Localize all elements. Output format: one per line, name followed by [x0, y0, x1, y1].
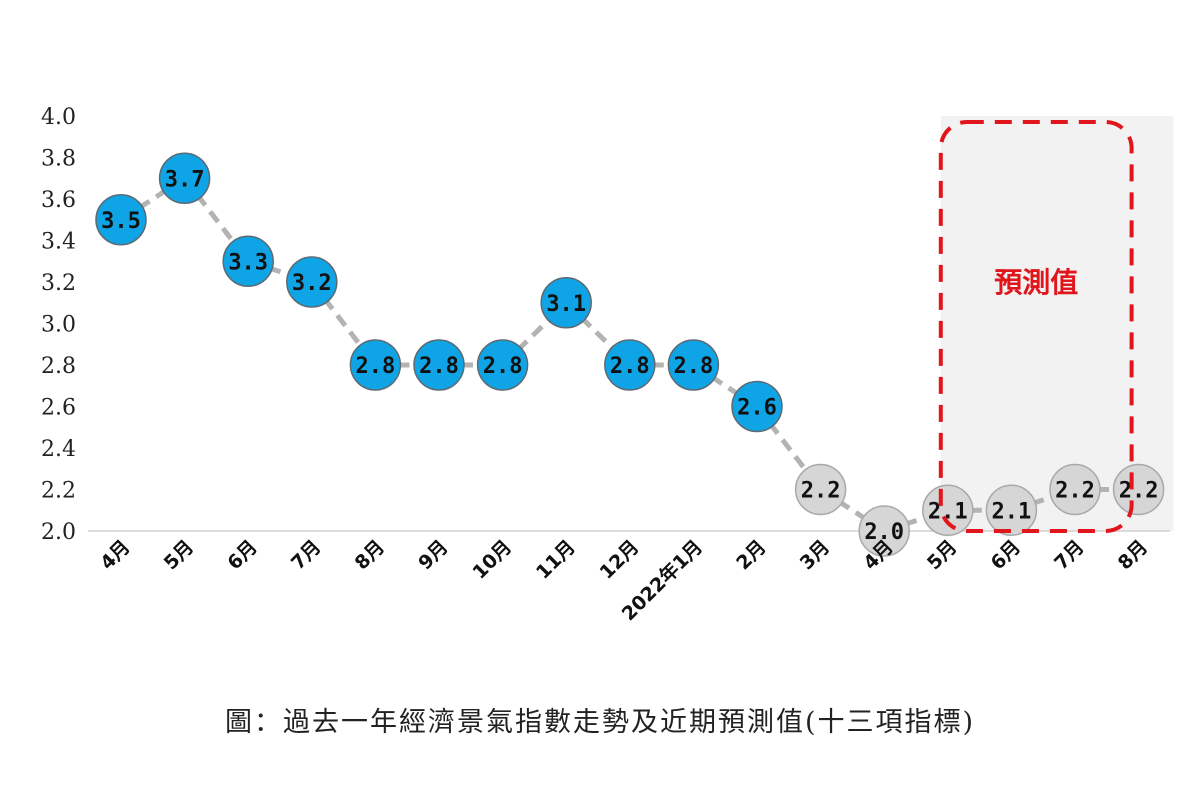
data-label: 2.0: [864, 520, 904, 545]
forecast-label: 預測值: [994, 266, 1078, 299]
data-point: [794, 463, 847, 516]
data-label: 2.1: [992, 499, 1032, 524]
x-tick-label: 3月: [796, 536, 834, 574]
x-tick-label: 6月: [223, 536, 261, 574]
data-point: [1049, 463, 1101, 516]
x-tick-label: 6月: [987, 536, 1025, 574]
y-tick-label: 3.4: [41, 230, 76, 255]
data-point: [95, 194, 147, 246]
y-tick-label: 4.0: [41, 105, 76, 130]
y-tick-label: 2.6: [41, 396, 76, 421]
data-label: 2.6: [737, 396, 777, 421]
x-tick-label: 9月: [414, 536, 452, 574]
data-point: [858, 505, 910, 557]
data-points: 3.5 3.7 3.3 3.2 2.8 2.8 2.8 3.1 2.8 2.8 2.6 2.2 2.0 2…: [95, 152, 1165, 557]
y-tick-label: 2.4: [41, 437, 76, 462]
data-point: [476, 339, 529, 391]
forecast-zone-border: [938, 120, 1134, 533]
forecast-zone-background: [940, 116, 1174, 531]
x-tick-label: 5月: [160, 536, 198, 574]
y-tick-label: 2.2: [41, 479, 76, 504]
data-point: [222, 235, 274, 287]
data-label: 2.2: [1055, 479, 1095, 504]
data-label: 3.7: [165, 167, 205, 192]
x-tick-label: 5月: [923, 536, 961, 574]
data-point: [604, 339, 656, 391]
data-point: [413, 339, 465, 391]
y-axis: 2.0 2.2 2.4 2.6 2.8 3.0 3.2 3.4 3.6 3.8 4.0: [41, 105, 76, 545]
data-label: 2.8: [610, 354, 650, 379]
data-point: [667, 339, 720, 391]
data-label: 3.2: [292, 271, 332, 296]
data-point: [158, 152, 211, 204]
y-tick-label: 3.0: [41, 313, 76, 338]
line-chart: 2.0 2.2 2.4 2.6 2.8 3.0 3.2 3.4 3.6 3.8 4.0 3.5 3.7…: [41, 105, 1174, 625]
x-tick-label: 7月: [287, 536, 325, 574]
x-tick-label: 8月: [351, 536, 389, 574]
data-point: [540, 277, 592, 329]
data-point: [985, 484, 1038, 536]
data-label: 2.2: [1119, 479, 1159, 504]
y-tick-label: 2.8: [41, 354, 76, 379]
data-label: 3.3: [228, 250, 268, 275]
data-label: 2.8: [419, 354, 459, 379]
x-tick-label: 11月: [532, 536, 580, 584]
x-tick-label: 4月: [96, 536, 134, 574]
x-tick-label: 8月: [1114, 536, 1152, 574]
data-label: 3.1: [546, 292, 586, 317]
y-tick-label: 3.6: [41, 188, 76, 213]
figure-caption: 圖：過去一年經濟景氣指數走勢及近期預測值(十三項指標): [224, 707, 976, 738]
data-label: 3.5: [101, 209, 141, 234]
data-point: [922, 484, 974, 536]
y-tick-label: 3.2: [41, 271, 76, 296]
x-tick-label: 10月: [468, 536, 516, 584]
data-label: 2.8: [356, 354, 396, 379]
data-point: [286, 256, 338, 308]
y-tick-label: 3.8: [41, 147, 76, 172]
x-tick-label: 12月: [596, 536, 644, 584]
data-point: [731, 380, 783, 433]
data-label: 2.2: [801, 479, 841, 504]
x-tick-label: 7月: [1050, 536, 1088, 574]
data-point: [1112, 463, 1165, 516]
data-label: 2.8: [483, 354, 523, 379]
data-label: 2.8: [674, 354, 714, 379]
y-tick-label: 2.0: [41, 520, 76, 545]
x-tick-label: 2月: [732, 536, 770, 574]
data-point: [349, 339, 402, 391]
